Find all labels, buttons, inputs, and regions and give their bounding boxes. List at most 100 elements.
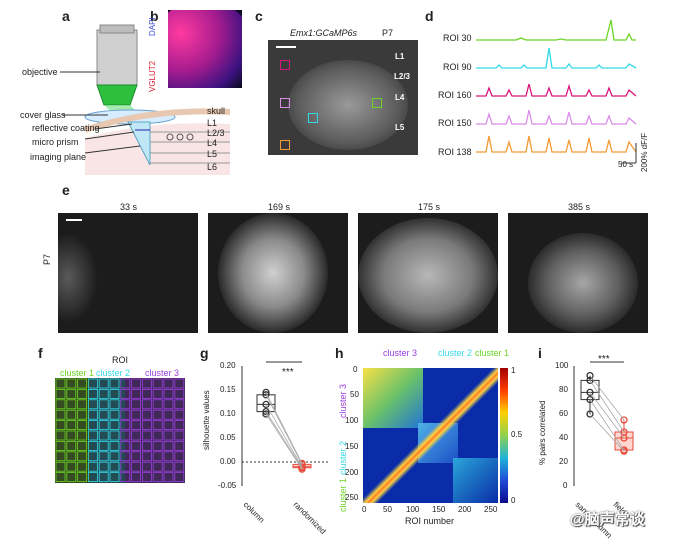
roi-cell (88, 461, 98, 472)
i-ytick-40: 40 (559, 433, 568, 442)
data-point (586, 376, 594, 385)
g-ytick-4: 0.00 (220, 457, 236, 466)
roi-cell (120, 472, 131, 482)
trace-label-roi150: ROI 150 (438, 118, 472, 128)
roi-cell (88, 420, 98, 430)
roi-cell (174, 399, 185, 410)
panel-f-title: ROI (112, 355, 129, 365)
layer-l6: L6 (207, 162, 218, 172)
h-ytick-200: 200 (345, 468, 359, 477)
g-ytick-3: 0.05 (220, 433, 236, 442)
roi-cell (120, 378, 131, 389)
roi-cell (152, 451, 163, 462)
label-micro-prism: micro prism (32, 137, 79, 147)
roi-cell (163, 409, 174, 420)
panel-label-d: d (425, 8, 434, 24)
h-ytick-100: 100 (345, 416, 359, 425)
roi-cell (98, 399, 109, 410)
roi-cell (152, 409, 163, 420)
roi-cell (88, 378, 98, 389)
traces-svg (476, 19, 637, 164)
roi-cell (163, 430, 174, 441)
silhouette-chart (241, 361, 328, 486)
roi-cell (152, 441, 163, 451)
roi-cell (174, 430, 185, 441)
layer-skull: skull (207, 106, 226, 116)
scale-label-y: 200% dF/F (640, 132, 649, 172)
roi-cell (66, 451, 77, 462)
h-ytick-150: 150 (345, 442, 359, 451)
cbar-05: 0.5 (511, 430, 523, 439)
i-ytick-80: 80 (559, 385, 568, 394)
trace-roi160 (476, 83, 637, 97)
roi-cell (131, 378, 141, 389)
roi-cell (55, 378, 66, 389)
trace-roi90 (476, 47, 637, 69)
g-xlabel-column: column (241, 500, 267, 525)
h-ytick-250: 250 (345, 493, 359, 502)
roi-cell (77, 378, 88, 389)
roi-cell (163, 420, 174, 430)
roi-cell (98, 441, 109, 451)
roi-cell (77, 451, 88, 462)
g-ytick-0: 0.20 (220, 361, 236, 370)
roi-cell (152, 378, 163, 389)
pair-line (589, 392, 625, 439)
trace-label-roi138: ROI 138 (438, 147, 472, 157)
data-point (586, 410, 594, 418)
h-xtick-0: 0 (362, 505, 367, 514)
trace-roi150 (476, 109, 637, 125)
i-sig: *** (598, 354, 610, 365)
h-ytick-0: 0 (353, 365, 358, 374)
panel-label-b: b (150, 8, 159, 24)
roi-cell (163, 399, 174, 410)
roi-cell (142, 451, 152, 462)
data-point (620, 416, 628, 424)
roi-cell (55, 451, 66, 462)
data-point (620, 434, 628, 442)
roi-cell (131, 472, 141, 482)
data-point (586, 395, 594, 404)
objective-body (96, 29, 138, 86)
h-xtick-250: 250 (484, 505, 498, 514)
h-xtick-100: 100 (406, 505, 420, 514)
roi-cell (163, 461, 174, 472)
roi-cell (55, 441, 66, 451)
roi-square-cyan (308, 113, 318, 123)
roi-cell (131, 461, 141, 472)
trace-roi30 (476, 19, 636, 41)
panel-label-h: h (335, 345, 344, 361)
h-xtick-200: 200 (458, 505, 472, 514)
data-point (262, 410, 270, 418)
objective-tip (96, 84, 138, 106)
g-ytick-5: -0.05 (218, 481, 237, 490)
roi-square-orange (280, 140, 290, 150)
roi-cell (109, 378, 120, 389)
g-sig: *** (282, 367, 294, 378)
data-point (586, 388, 594, 397)
roi-cell (120, 399, 131, 410)
data-point (620, 447, 628, 455)
label-imaging-plane: imaging plane (30, 152, 87, 162)
pair-line (265, 394, 303, 465)
pair-line (265, 411, 303, 468)
roi-cell (142, 399, 152, 410)
roi-cell (98, 420, 109, 430)
roi-cell (120, 388, 131, 399)
roi-cell (66, 430, 77, 441)
i-ytick-100: 100 (555, 361, 569, 370)
prism-schematic (60, 24, 231, 175)
panel-c-l5: L5 (395, 123, 405, 132)
roi-cell (98, 378, 109, 389)
roi-cell (55, 409, 66, 420)
roi-cell (120, 461, 131, 472)
panel-c-l23: L2/3 (394, 72, 411, 81)
roi-cell (77, 420, 88, 430)
cbar-0: 0 (511, 496, 516, 505)
roi-cell (174, 461, 185, 472)
roi-cell (152, 461, 163, 472)
roi-cell (109, 451, 120, 462)
data-point (262, 400, 270, 409)
cluster2-label: cluster 2 (96, 368, 131, 378)
roi-cell (174, 388, 185, 399)
